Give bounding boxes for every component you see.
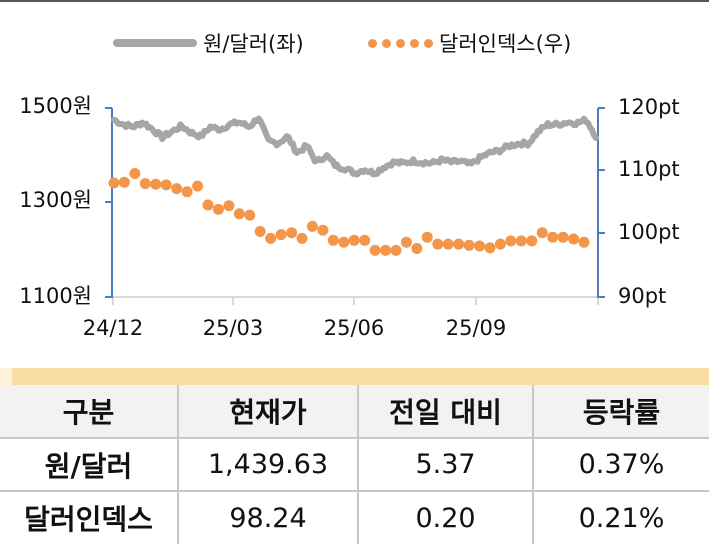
table-header-row: 구분 현재가 전일 대비 등락률 — [0, 385, 709, 439]
legend-label-dollar-index: 달러인덱스(우) — [439, 32, 572, 56]
header-category: 구분 — [0, 385, 179, 439]
legend-line-swatch-icon — [113, 39, 197, 47]
table-top-band — [12, 368, 709, 385]
row-label: 원/달러 — [0, 438, 179, 492]
current-price-value: 1,439.63 — [178, 438, 359, 492]
left-tick-1300: 1300원 — [19, 188, 92, 212]
row-label: 달러인덱스 — [0, 491, 179, 544]
header-change-rate: 등락률 — [533, 385, 709, 439]
x-tick-25-09: 25/09 — [445, 316, 507, 340]
right-tick-120: 120pt — [618, 95, 680, 119]
change-rate-value: 0.37% — [533, 438, 709, 492]
right-tick-90: 90pt — [618, 284, 667, 308]
x-tick-25-03: 25/03 — [202, 316, 264, 340]
table-row: 달러인덱스 98.24 0.20 0.21% — [0, 491, 709, 544]
header-change: 전일 대비 — [358, 385, 534, 439]
change-rate-value: 0.21% — [533, 491, 709, 544]
legend-label-krw-usd: 원/달러(좌) — [203, 32, 304, 56]
dollar-index-dot-series — [108, 168, 590, 256]
change-value: 5.37 — [358, 438, 534, 492]
chart-plot-area — [105, 107, 605, 305]
quote-table-container: 구분 현재가 전일 대비 등락률 원/달러 1,439.63 5.37 0.37… — [0, 368, 709, 544]
krw-usd-line-series — [111, 115, 599, 178]
header-current-price: 현재가 — [178, 385, 359, 439]
legend-dots-swatch-icon — [368, 38, 433, 48]
x-tick-24-12: 24/12 — [82, 316, 144, 340]
right-tick-100: 100pt — [618, 220, 680, 244]
x-tick-25-06: 25/06 — [323, 316, 385, 340]
left-tick-1100: 1100원 — [19, 284, 92, 308]
chart-legend: 원/달러(좌) 달러인덱스(우) — [0, 28, 709, 62]
right-tick-110: 110pt — [618, 157, 680, 181]
current-price-value: 98.24 — [178, 491, 359, 544]
quote-table: 구분 현재가 전일 대비 등락률 원/달러 1,439.63 5.37 0.37… — [0, 385, 709, 544]
left-tick-1500: 1500원 — [19, 94, 92, 118]
top-rule — [0, 0, 709, 2]
change-value: 0.20 — [358, 491, 534, 544]
legend-item-dollar-index: 달러인덱스(우) — [368, 28, 571, 58]
table-row: 원/달러 1,439.63 5.37 0.37% — [0, 438, 709, 492]
legend-item-krw-usd: 원/달러(좌) — [113, 28, 304, 58]
